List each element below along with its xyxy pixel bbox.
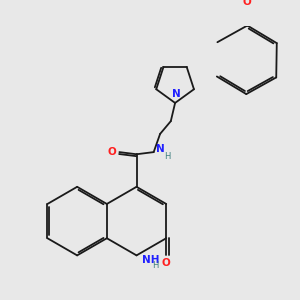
Text: O: O: [243, 0, 252, 7]
Text: H: H: [164, 152, 171, 161]
Text: N: N: [172, 88, 181, 99]
Text: H: H: [152, 260, 158, 269]
Text: O: O: [162, 258, 171, 268]
Text: NH: NH: [142, 255, 159, 265]
Text: N: N: [156, 144, 165, 154]
Text: O: O: [107, 147, 116, 157]
